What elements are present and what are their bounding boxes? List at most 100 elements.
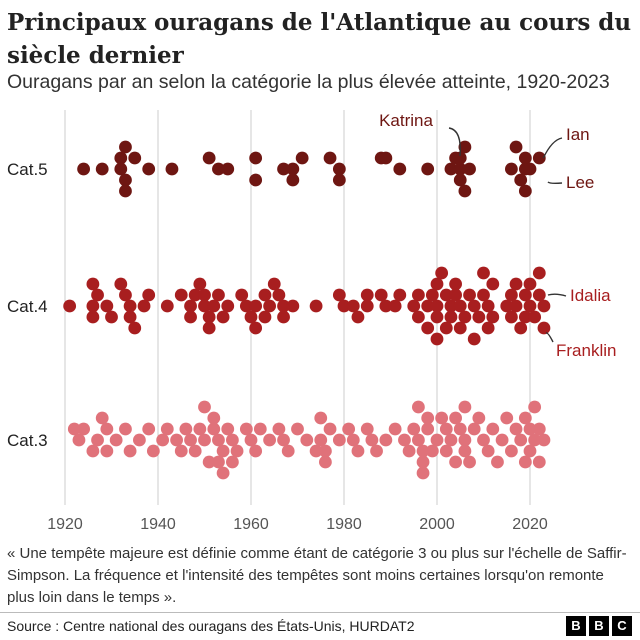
hurricane-dot: [532, 288, 546, 302]
hurricane-dot: [249, 444, 263, 458]
hurricane-dot: [518, 411, 532, 425]
hurricane-dot: [119, 288, 132, 302]
hurricane-dot: [351, 310, 365, 324]
hurricane-dot: [272, 422, 286, 436]
annotation-label: Lee: [566, 173, 594, 192]
hurricane-dot: [281, 444, 295, 458]
hurricane-dot: [267, 277, 281, 291]
hurricane-dot: [486, 422, 500, 436]
hurricane-dot: [332, 288, 346, 302]
hurricane-dot: [258, 288, 272, 302]
bbc-logo-letter: B: [566, 616, 586, 636]
hurricane-dot: [360, 299, 374, 313]
hurricane-dot: [374, 288, 388, 302]
hurricane-dot: [226, 455, 239, 469]
hurricane-dot: [263, 433, 276, 447]
hurricane-dot: [128, 151, 142, 165]
hurricane-dot: [123, 299, 137, 313]
annotation-leader-line: [448, 127, 461, 157]
hurricane-dot: [123, 310, 137, 324]
hurricane-dot: [430, 310, 444, 324]
hurricane-dot: [360, 288, 374, 302]
hurricane-dot: [119, 173, 132, 187]
hurricane-dot: [458, 184, 472, 198]
hurricane-dot: [453, 422, 467, 436]
hurricane-dot: [142, 422, 156, 436]
hurricane-dot: [430, 277, 444, 291]
hurricane-dot: [174, 288, 188, 302]
hurricane-dot: [486, 277, 500, 291]
hurricane-dot: [425, 288, 439, 302]
hurricane-dot: [100, 422, 114, 436]
hurricane-dot: [444, 310, 458, 324]
hurricane-dot: [481, 444, 495, 458]
hurricane-dot: [430, 433, 444, 447]
annotation-leader-line: [545, 332, 554, 343]
hurricane-dot: [439, 444, 453, 458]
hurricane-dot: [458, 433, 472, 447]
hurricane-dot: [472, 411, 486, 425]
hurricane-dot: [458, 444, 472, 458]
hurricane-dot: [165, 162, 179, 176]
hurricane-dot: [509, 277, 523, 291]
hurricane-dot: [505, 288, 518, 302]
hurricane-dot: [477, 288, 490, 302]
hurricane-dot: [114, 277, 128, 291]
hurricane-dot: [458, 310, 472, 324]
x-axis-ticks: 1920 1940 1960 1980 2000 2020: [47, 516, 548, 533]
hurricane-dot: [412, 400, 425, 414]
hurricane-dot: [137, 299, 151, 313]
hurricane-dot: [188, 288, 202, 302]
hurricane-dot: [505, 310, 518, 324]
hurricane-dot: [230, 444, 244, 458]
hurricane-dot: [95, 162, 109, 176]
hurricane-dot: [528, 310, 542, 324]
hurricane-dot: [114, 162, 128, 176]
hurricane-dot: [388, 299, 402, 313]
hurricane-dot: [453, 162, 467, 176]
annotation-leader-line: [547, 181, 563, 185]
hurricane-dot: [518, 184, 532, 198]
category-labels: Cat.5 Cat.4 Cat.3: [7, 160, 48, 450]
hurricane-dot: [309, 444, 323, 458]
annotation-leader-line: [542, 137, 563, 159]
hurricane-dot: [207, 299, 221, 313]
hurricane-dot: [421, 162, 435, 176]
hurricane-dot: [393, 288, 407, 302]
hurricane-dot: [95, 411, 109, 425]
hurricane-dot: [212, 433, 225, 447]
hurricane-dot: [514, 433, 528, 447]
hurricane-dot: [123, 444, 137, 458]
hurricane-dot: [86, 277, 100, 291]
hurricane-dot: [467, 332, 481, 346]
hurricane-dot: [416, 444, 430, 458]
hurricane-dot: [221, 422, 235, 436]
bbc-logo: B B C: [566, 616, 632, 636]
hurricane-dot: [486, 310, 500, 324]
hurricane-dot: [412, 288, 425, 302]
hurricane-dot: [323, 422, 337, 436]
hurricane-dot: [351, 444, 365, 458]
hurricane-dot: [105, 310, 118, 324]
hurricane-dot: [244, 310, 258, 324]
hurricane-dot: [160, 299, 174, 313]
hurricane-dot: [537, 299, 551, 313]
hurricane-dot: [532, 422, 546, 436]
hurricane-dot: [453, 299, 467, 313]
hurricane-dot: [179, 422, 193, 436]
hurricane-dot: [202, 151, 216, 165]
hurricane-dot: [523, 299, 537, 313]
hurricane-dot: [184, 433, 197, 447]
hurricane-dot: [142, 288, 156, 302]
x-tick-label: 1960: [233, 516, 269, 533]
annotations: Katrina Ian Lee Idalia Franklin: [379, 111, 616, 360]
hurricane-dot: [379, 433, 393, 447]
x-tick-label: 1940: [140, 516, 176, 533]
hurricane-dot: [421, 321, 435, 335]
hurricane-dot: [202, 321, 216, 335]
hurricane-dot: [449, 455, 462, 469]
hurricane-dot: [398, 433, 411, 447]
hurricane-dot: [365, 433, 379, 447]
hurricane-dot: [518, 455, 532, 469]
hurricane-dot: [314, 411, 328, 425]
